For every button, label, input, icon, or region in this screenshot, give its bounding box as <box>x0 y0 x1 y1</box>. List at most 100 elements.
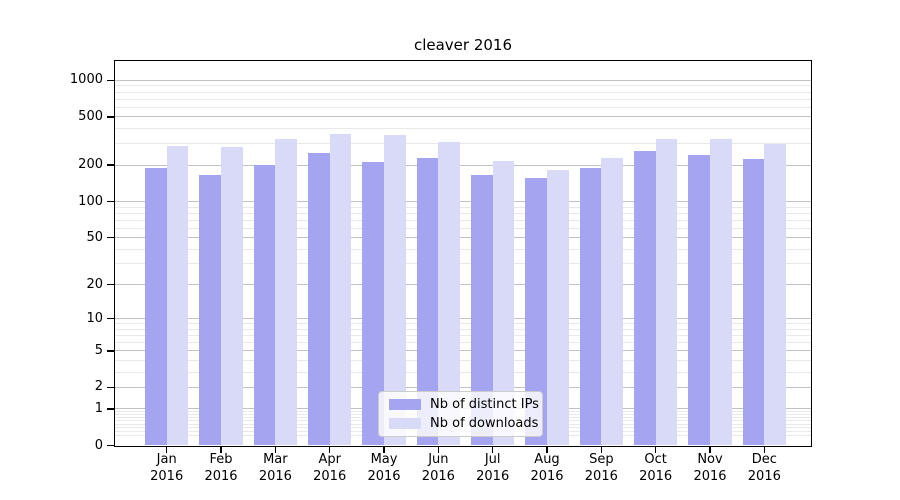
y-tick-label: 200 <box>78 157 103 173</box>
x-tick-year: 2016 <box>584 468 618 484</box>
gridline-minor <box>115 85 811 87</box>
x-tick <box>491 446 494 453</box>
y-tick-label: 5 <box>94 342 103 358</box>
x-tick <box>383 446 385 453</box>
y-tick-label: 1 <box>94 400 103 416</box>
bar-downloads <box>384 134 406 446</box>
legend-item-downloads: Nb of downloads <box>389 416 542 431</box>
x-tick-year: 2016 <box>747 468 781 484</box>
y-tick <box>107 236 114 239</box>
x-tick-label: Jun 2016 <box>406 452 470 485</box>
legend-item-distinct-ips: Nb of distinct IPs <box>389 397 542 412</box>
legend-swatch-distinct-ips <box>389 399 421 410</box>
y-tick-label: 50 <box>86 229 103 245</box>
gridline-minor <box>115 263 811 265</box>
x-tick <box>546 446 548 453</box>
bar-downloads <box>655 139 678 446</box>
y-tick-label: 100 <box>78 193 103 209</box>
gridline-minor <box>115 219 811 221</box>
x-tick-year: 2016 <box>150 468 184 484</box>
gridline-minor <box>115 342 811 344</box>
gridline-major <box>115 79 811 81</box>
bar-distinct-ips <box>362 162 384 446</box>
y-tick <box>107 317 114 320</box>
x-tick-month: Nov <box>697 452 723 467</box>
gridline-major <box>115 116 811 118</box>
bar-distinct-ips <box>145 167 167 446</box>
gridline-minor <box>115 227 811 229</box>
y-tick <box>107 350 114 352</box>
y-tick <box>107 116 114 118</box>
bar-distinct-ips <box>579 167 602 446</box>
x-tick-label: Dec 2016 <box>732 452 796 485</box>
x-tick-month: Jan <box>156 452 177 467</box>
gridline-minor <box>115 323 811 325</box>
bar-distinct-ips <box>525 177 547 446</box>
bar-downloads <box>166 145 189 446</box>
gridline-minor <box>115 106 811 108</box>
x-tick <box>328 446 331 453</box>
x-tick-label: Jul 2016 <box>461 452 525 485</box>
gridline-minor <box>115 143 811 145</box>
y-tick <box>107 386 114 389</box>
bar-downloads <box>438 141 461 446</box>
bar-downloads <box>329 133 352 446</box>
y-tick <box>107 79 114 82</box>
x-tick-month: Mar <box>263 452 288 467</box>
gridline-minor <box>115 128 811 130</box>
bar-distinct-ips <box>253 164 276 446</box>
bar-distinct-ips <box>199 175 222 446</box>
x-tick-label: Aug 2016 <box>515 452 579 485</box>
x-tick-year: 2016 <box>476 468 510 484</box>
bar-distinct-ips <box>307 152 330 446</box>
bar-distinct-ips <box>742 159 765 446</box>
x-tick <box>437 446 440 453</box>
gridline-major <box>115 201 811 203</box>
legend-label-downloads: Nb of downloads <box>430 416 539 431</box>
bar-distinct-ips <box>416 158 439 446</box>
bar-downloads <box>492 160 515 446</box>
x-tick-month: Jul <box>484 452 501 467</box>
x-tick-label: Feb 2016 <box>189 452 253 485</box>
x-tick-year: 2016 <box>258 468 292 484</box>
x-tick-year: 2016 <box>639 468 673 484</box>
x-tick-year: 2016 <box>693 468 727 484</box>
gridline-major <box>115 386 811 388</box>
gridline-minor <box>115 206 811 208</box>
x-tick <box>709 446 711 453</box>
bar-downloads <box>601 157 624 446</box>
bar-distinct-ips <box>633 150 656 446</box>
chart-title: cleaver 2016 <box>413 36 513 54</box>
gridline-minor <box>115 335 811 337</box>
y-tick-label: 0 <box>94 437 103 453</box>
plot-area <box>115 61 811 446</box>
gridline-major <box>115 284 811 286</box>
y-tick-label: 20 <box>86 276 103 292</box>
legend: Nb of distinct IPs Nb of downloads <box>378 391 543 437</box>
x-tick-label: Apr 2016 <box>298 452 362 485</box>
legend-label-distinct-ips: Nb of distinct IPs <box>430 397 539 412</box>
gridline-major <box>115 350 811 352</box>
y-tick <box>107 408 114 410</box>
x-tick-month: May <box>370 452 398 467</box>
y-tick-label: 1000 <box>69 72 103 88</box>
y-tick-label: 500 <box>78 108 103 124</box>
bar-downloads <box>764 144 787 446</box>
gridline-minor <box>115 98 811 100</box>
legend-swatch-downloads <box>389 418 421 429</box>
x-tick-month: Jun <box>428 452 449 467</box>
gridline-major <box>115 318 811 320</box>
bar-downloads <box>547 170 569 446</box>
bar-downloads <box>275 139 298 446</box>
x-tick-year: 2016 <box>421 468 455 484</box>
y-tick <box>107 200 114 203</box>
y-tick <box>107 164 114 166</box>
bar-downloads <box>710 138 732 446</box>
x-tick-label: May 2016 <box>352 452 416 485</box>
gridline-minor <box>115 371 811 373</box>
x-tick-label: Sep 2016 <box>569 452 633 485</box>
gridline-minor <box>115 359 811 361</box>
bar-downloads <box>221 146 243 446</box>
y-tick-label: 2 <box>94 379 103 395</box>
x-tick-month: Apr <box>318 452 341 467</box>
